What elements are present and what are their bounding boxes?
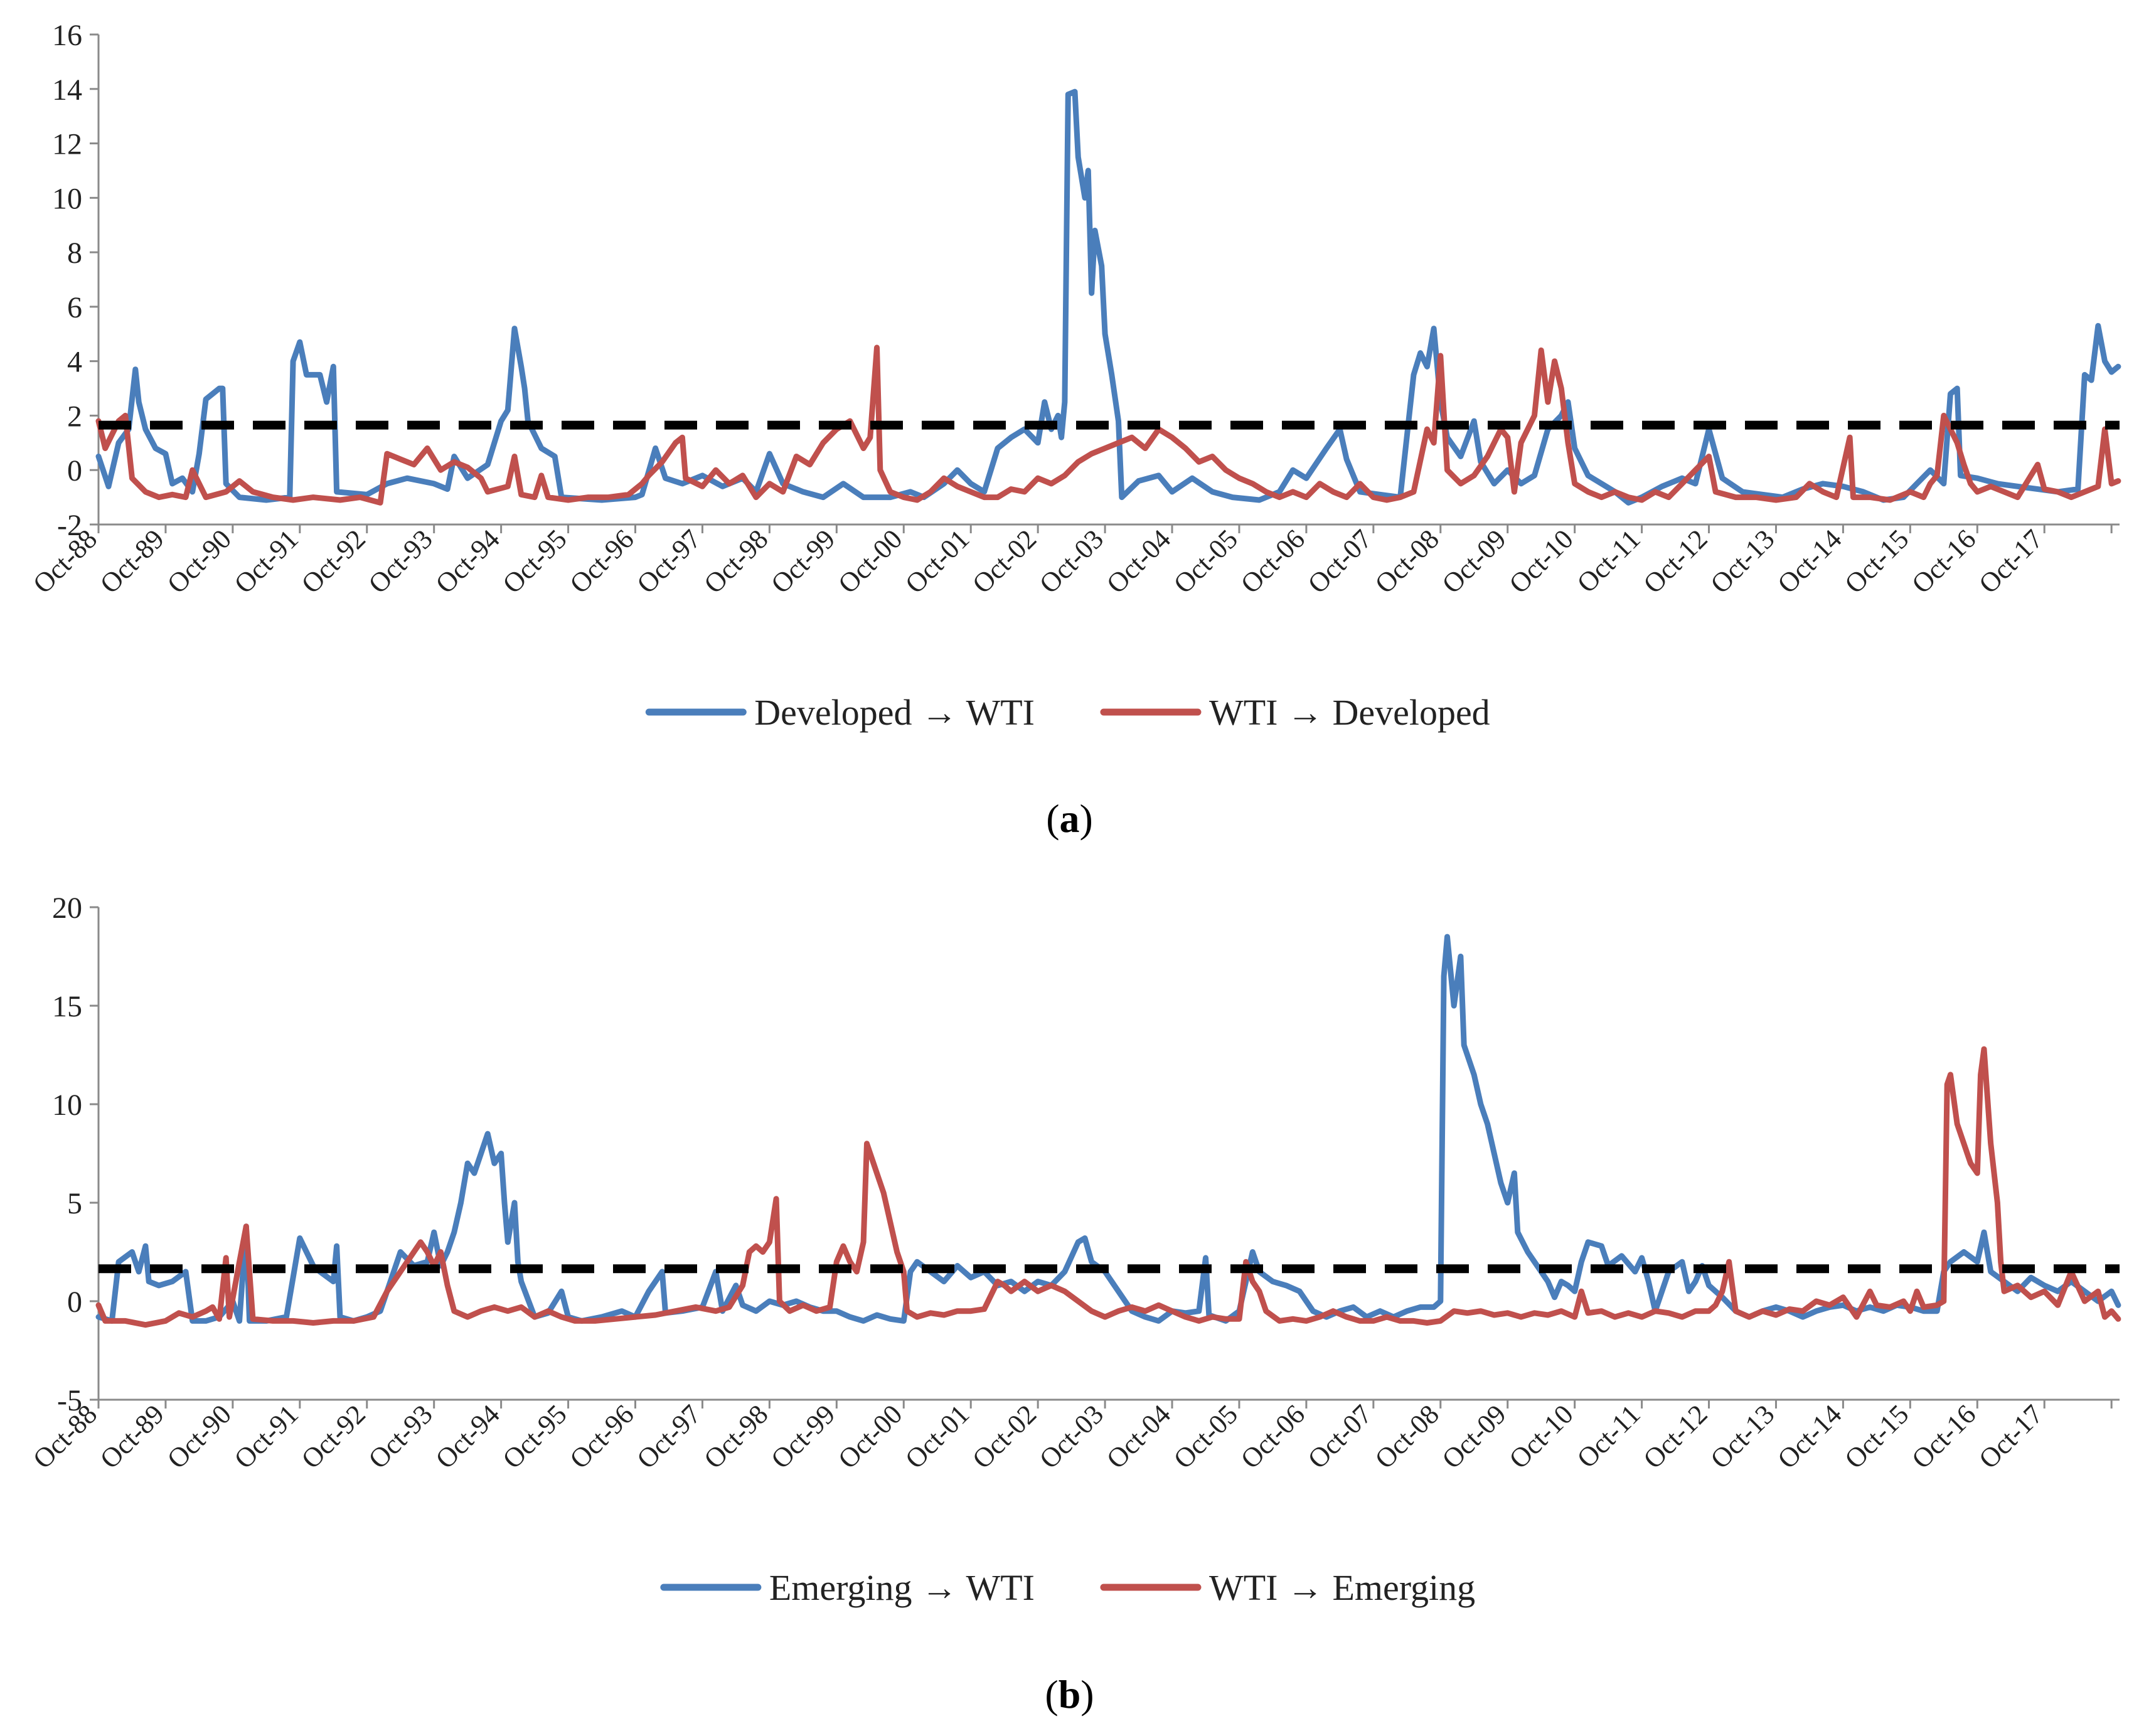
x-tick-label: Oct-01 — [899, 1398, 975, 1474]
x-tick-label: Oct-99 — [765, 1398, 841, 1474]
x-tick-label: Oct-94 — [430, 523, 506, 599]
x-tick-label: Oct-04 — [1101, 523, 1176, 599]
x-tick-label: Oct-11 — [1571, 1398, 1646, 1474]
x-tick-label: Oct-99 — [765, 523, 841, 599]
y-tick-label: 6 — [67, 291, 82, 324]
caption-a: (a) — [1046, 796, 1093, 841]
y-tick-label: 10 — [52, 1089, 82, 1122]
chart-panel-a: -20246810121416Oct-88Oct-89Oct-90Oct-91O… — [27, 19, 2121, 733]
x-tick-label: Oct-95 — [497, 1398, 573, 1474]
x-tick-label: Oct-08 — [1369, 523, 1445, 599]
x-tick-label: Oct-00 — [832, 1398, 908, 1474]
x-tick-label: Oct-14 — [1771, 523, 1847, 599]
y-tick-label: 8 — [67, 237, 82, 270]
x-tick-label: Oct-03 — [1033, 1398, 1109, 1474]
x-tick-label: Oct-89 — [94, 523, 170, 599]
y-tick-label: 0 — [67, 454, 82, 487]
x-tick-label: Oct-15 — [1838, 1398, 1914, 1474]
x-tick-label: Oct-12 — [1638, 523, 1714, 599]
y-tick-label: 2 — [67, 400, 82, 433]
chart-panel-b: -505101520Oct-88Oct-89Oct-90Oct-91Oct-92… — [27, 892, 2121, 1608]
y-tick-label: 20 — [52, 892, 82, 925]
legend-label: WTI → Emerging — [1209, 1567, 1475, 1608]
x-tick-label: Oct-02 — [966, 523, 1042, 599]
x-tick-label: Oct-03 — [1033, 523, 1109, 599]
x-tick-label: Oct-09 — [1436, 523, 1512, 599]
x-tick-label: Oct-07 — [1302, 523, 1378, 599]
x-tick-label: Oct-97 — [631, 523, 707, 599]
series-line-blue — [95, 934, 2121, 1324]
x-tick-label: Oct-91 — [228, 523, 304, 599]
x-tick-label: Oct-91 — [228, 1398, 304, 1474]
x-tick-label: Oct-98 — [698, 1398, 774, 1474]
x-tick-label: Oct-05 — [1168, 523, 1244, 599]
x-tick-label: Oct-07 — [1302, 1398, 1378, 1474]
x-tick-label: Oct-04 — [1101, 1398, 1176, 1474]
x-tick-label: Oct-10 — [1503, 1398, 1579, 1474]
x-tick-label: Oct-17 — [1973, 1398, 2049, 1474]
x-tick-label: Oct-92 — [296, 1398, 371, 1474]
x-tick-label: Oct-17 — [1973, 523, 2049, 599]
caption-b: (b) — [1045, 1672, 1094, 1717]
x-tick-label: Oct-94 — [430, 1398, 506, 1474]
legend-label: Developed → WTI — [754, 692, 1035, 733]
x-tick-label: Oct-06 — [1235, 1398, 1311, 1474]
y-tick-label: -5 — [57, 1384, 82, 1417]
x-tick-label: Oct-06 — [1235, 523, 1311, 599]
x-tick-label: Oct-09 — [1436, 1398, 1512, 1474]
x-tick-label: Oct-93 — [363, 1398, 439, 1474]
x-tick-label: Oct-95 — [497, 523, 573, 599]
x-tick-label: Oct-08 — [1369, 1398, 1445, 1474]
legend: Emerging → WTI WTI → Emerging — [660, 1567, 1475, 1608]
series-line-red — [95, 344, 2121, 506]
x-tick-label: Oct-96 — [564, 523, 640, 599]
x-tick-label: Oct-89 — [94, 1398, 170, 1474]
x-tick-label: Oct-14 — [1771, 1398, 1847, 1474]
x-tick-label: Oct-13 — [1704, 1398, 1780, 1474]
x-tick-label: Oct-02 — [966, 1398, 1042, 1474]
x-tick-label: Oct-16 — [1906, 1398, 1982, 1474]
series-line-red — [95, 1046, 2121, 1328]
x-tick-label: Oct-13 — [1704, 523, 1780, 599]
x-tick-label: Oct-92 — [296, 523, 371, 599]
x-tick-label: Oct-90 — [161, 523, 237, 599]
x-tick-label: Oct-00 — [832, 523, 908, 599]
x-tick-label: Oct-96 — [564, 1398, 640, 1474]
x-tick-label: Oct-97 — [631, 1398, 707, 1474]
y-tick-label: 10 — [52, 182, 82, 215]
x-tick-label: Oct-98 — [698, 523, 774, 599]
y-tick-label: 4 — [67, 346, 82, 379]
x-tick-label: Oct-15 — [1838, 523, 1914, 599]
x-tick-label: Oct-11 — [1571, 523, 1646, 599]
legend-label: WTI → Developed — [1209, 692, 1490, 733]
x-tick-label: Oct-12 — [1638, 1398, 1714, 1474]
legend: Developed → WTI WTI → Developed — [645, 692, 1490, 733]
legend-label: Emerging → WTI — [769, 1567, 1035, 1608]
y-tick-label: 15 — [52, 990, 82, 1023]
y-tick-label: 12 — [52, 128, 82, 161]
series-line-blue — [95, 88, 2121, 506]
y-tick-label: -2 — [57, 509, 82, 542]
x-tick-label: Oct-05 — [1168, 1398, 1244, 1474]
x-tick-label: Oct-01 — [899, 523, 975, 599]
y-tick-label: 16 — [52, 19, 82, 52]
x-tick-label: Oct-90 — [161, 1398, 237, 1474]
y-tick-label: 5 — [67, 1187, 82, 1220]
y-tick-label: 14 — [52, 73, 82, 107]
y-tick-label: 0 — [67, 1286, 82, 1319]
x-tick-label: Oct-16 — [1906, 523, 1982, 599]
x-tick-label: Oct-10 — [1503, 523, 1579, 599]
x-tick-label: Oct-93 — [363, 523, 439, 599]
